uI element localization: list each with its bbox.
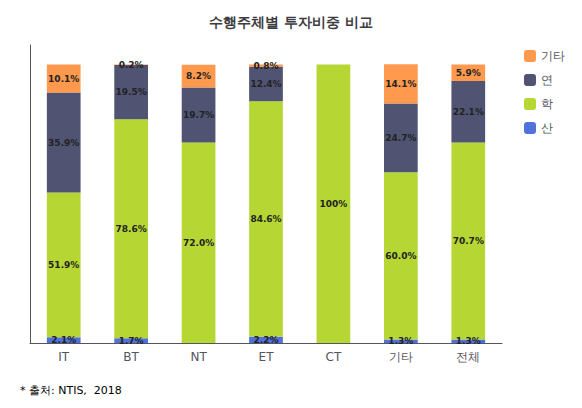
svg-text:1.7%: 1.7% (119, 336, 144, 346)
svg-text:10.1%: 10.1% (48, 74, 79, 84)
svg-text:2.1%: 2.1% (51, 335, 76, 345)
svg-text:전체: 전체 (456, 350, 480, 364)
svg-text:100%: 100% (320, 199, 348, 209)
svg-text:기타: 기타 (389, 350, 413, 364)
svg-text:8.2%: 8.2% (186, 71, 211, 81)
svg-text:78.6%: 78.6% (116, 224, 147, 234)
svg-text:산: 산 (541, 121, 553, 135)
svg-text:* 출처: NTIS, 2018: * 출처: NTIS, 2018 (20, 384, 122, 397)
svg-text:24.7%: 24.7% (385, 133, 416, 143)
svg-text:1.3%: 1.3% (388, 336, 413, 346)
svg-text:60.0%: 60.0% (385, 251, 416, 261)
svg-text:70.7%: 70.7% (453, 236, 484, 246)
svg-text:72.0%: 72.0% (183, 238, 214, 248)
svg-text:19.5%: 19.5% (116, 87, 147, 97)
svg-text:CT: CT (326, 350, 342, 364)
svg-text:1.3%: 1.3% (456, 336, 481, 346)
svg-text:수행주체별 투자비중 비교: 수행주체별 투자비중 비교 (209, 14, 373, 30)
svg-text:0.2%: 0.2% (119, 60, 144, 70)
svg-text:ET: ET (259, 350, 275, 364)
svg-text:연: 연 (541, 73, 553, 87)
svg-text:12.4%: 12.4% (250, 79, 281, 89)
svg-text:35.9%: 35.9% (48, 138, 79, 148)
svg-text:IT: IT (58, 350, 70, 364)
svg-text:2.2%: 2.2% (254, 335, 279, 345)
svg-text:NT: NT (190, 350, 207, 364)
svg-text:22.1%: 22.1% (453, 107, 484, 117)
svg-text:0.8%: 0.8% (254, 61, 279, 71)
svg-text:84.6%: 84.6% (250, 214, 281, 224)
svg-text:5.9%: 5.9% (456, 68, 481, 78)
svg-text:19.7%: 19.7% (183, 110, 214, 120)
svg-text:14.1%: 14.1% (385, 79, 416, 89)
svg-text:기타: 기타 (541, 49, 565, 63)
svg-text:BT: BT (123, 350, 139, 364)
svg-text:51.9%: 51.9% (48, 260, 79, 270)
svg-text:학: 학 (541, 97, 553, 111)
